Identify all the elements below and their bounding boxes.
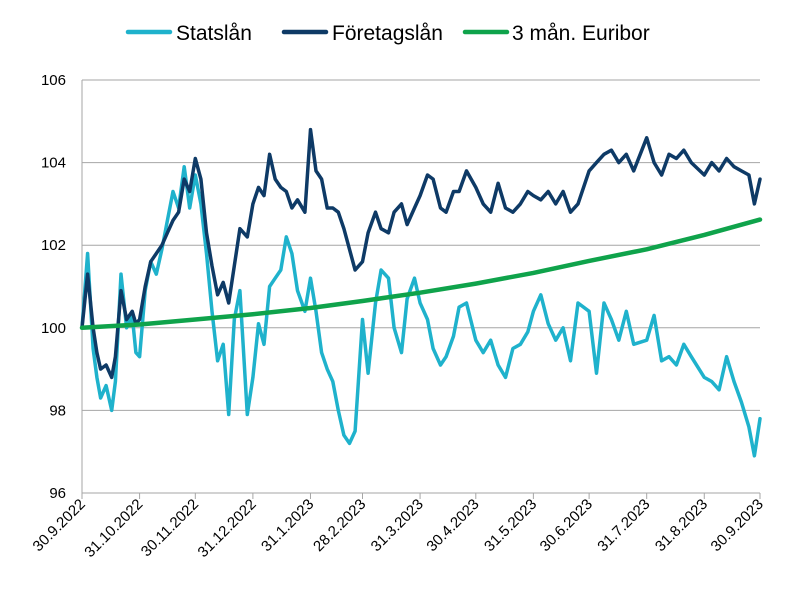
x-tick-label: 31.8.2023 [652,496,711,555]
x-tick-label: 30.9.2023 [708,496,767,555]
legend-label: Företagslån [332,22,443,45]
y-tick-label: 104 [41,155,66,172]
y-tick-label: 106 [41,72,66,89]
y-tick-label: 96 [49,485,66,502]
x-tick-label: 30.9.2022 [30,496,89,555]
series-line-statsl-n [80,164,762,458]
legend: Statslån Företagslån 3 mån. Euribor [125,22,650,45]
series-line-3-m-n-euribor [79,217,763,331]
x-tick-label: 31.10.2022 [81,496,146,561]
y-tick-label: 98 [49,402,66,419]
x-tick-label: 31.1.2023 [258,496,317,555]
x-tick-label: 31.3.2023 [368,496,427,555]
y-tick-label: 100 [41,320,66,337]
series-lines [79,127,763,458]
legend-item: 3 mån. Euribor [462,22,650,45]
legend-label: 3 mån. Euribor [512,22,650,45]
y-tick-label: 102 [41,237,66,254]
x-tick-label: 31.5.2023 [481,496,540,555]
legend-item: Statslån [125,22,252,45]
x-tick-label: 31.7.2023 [594,496,653,555]
series-line-f-retagsl-n [80,127,762,380]
legend-label: Statslån [176,22,252,45]
x-tick-label: 28.2.2023 [310,496,369,555]
x-tick-label: 30.11.2022 [138,496,202,560]
axes [81,80,761,499]
x-tick-labels: 30.9.202231.10.202230.11.202231.12.20223… [30,496,767,561]
y-tick-labels: 96 98 100 102 104 106 [41,72,66,502]
x-tick-label: 31.12.2022 [195,496,260,561]
x-tick-label: 30.6.2023 [537,496,596,555]
legend-item: Företagslån [281,22,443,45]
x-tick-label: 30.4.2023 [423,496,482,555]
